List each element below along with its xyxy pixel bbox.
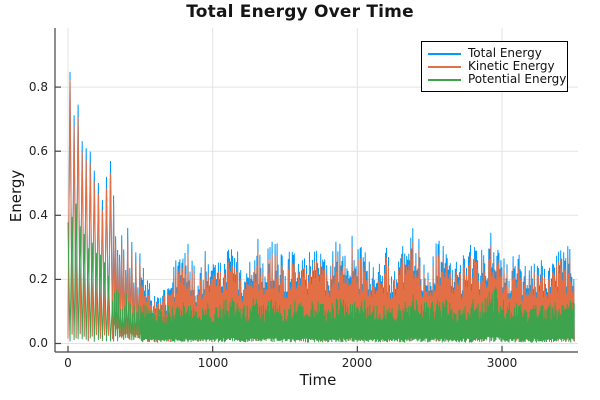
- kinetic-energy-line-swatch: [428, 65, 461, 68]
- x-tick-label: 0: [64, 356, 72, 370]
- y-tick-label: 0.4: [28, 208, 48, 222]
- legend-item: Kinetic Energy: [422, 60, 567, 73]
- series-total-energy: [67, 71, 575, 343]
- series-potential-energy: [67, 203, 575, 343]
- legend-label: Potential Energy: [468, 72, 567, 86]
- x-tick-label: 2000: [341, 356, 373, 370]
- x-tick-label: 1000: [197, 356, 229, 370]
- series-kinetic-energy: [67, 79, 575, 343]
- legend-label: Total Energy: [468, 46, 542, 60]
- y-tick-label: 0.2: [28, 272, 48, 286]
- potential-energy-line-swatch: [428, 78, 461, 81]
- x-tick-label: 3000: [486, 356, 518, 370]
- legend-label: Kinetic Energy: [468, 59, 555, 73]
- x-axis-label: Time: [299, 371, 337, 389]
- legend-item: Total Energy: [422, 47, 567, 60]
- legend: Total Energy Kinetic Energy Potential En…: [421, 41, 568, 92]
- legend-item: Potential Energy: [422, 73, 567, 86]
- y-tick-label: 0.6: [28, 144, 48, 158]
- total-energy-line-swatch: [428, 52, 461, 55]
- y-tick-label: 0.8: [28, 80, 48, 94]
- chart-title: Total Energy Over Time: [186, 2, 414, 22]
- y-tick-label: 0.0: [28, 336, 48, 350]
